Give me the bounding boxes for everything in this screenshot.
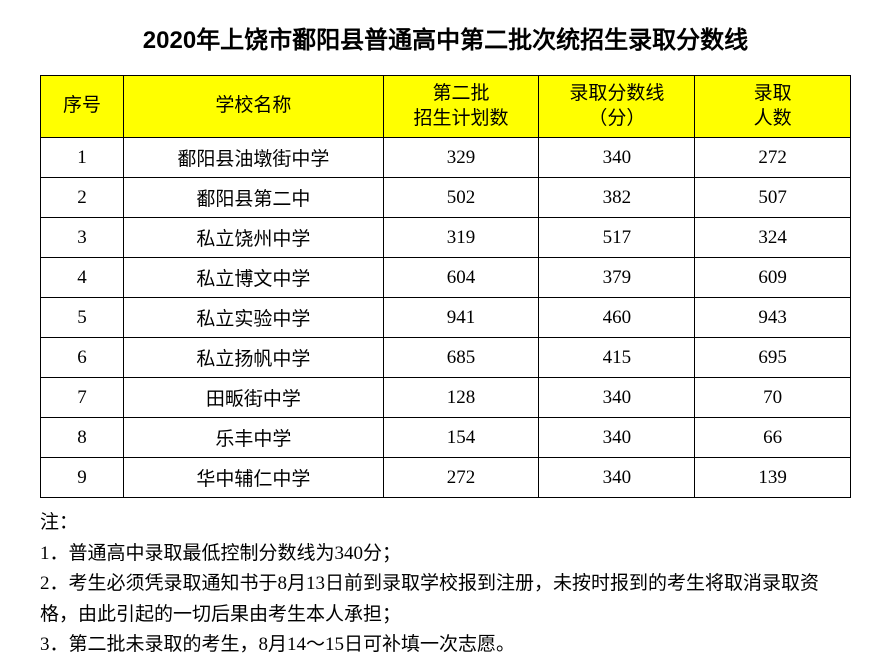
header-seq: 序号 bbox=[41, 76, 124, 138]
page-title: 2020年上饶市鄱阳县普通高中第二批次统招生录取分数线 bbox=[40, 20, 851, 55]
cell-count: 66 bbox=[695, 418, 851, 458]
notes-header: 注： bbox=[40, 508, 851, 538]
cell-count: 695 bbox=[695, 338, 851, 378]
table-row: 2鄱阳县第二中502382507 bbox=[41, 178, 851, 218]
header-score: 录取分数线（分） bbox=[539, 76, 695, 138]
notes-section: 注： 1．普通高中录取最低控制分数线为340分；2．考生必须凭录取通知书于8月1… bbox=[40, 508, 851, 660]
cell-count: 139 bbox=[695, 458, 851, 498]
table-row: 3私立饶州中学319517324 bbox=[41, 218, 851, 258]
cell-plan: 272 bbox=[383, 458, 539, 498]
cell-seq: 9 bbox=[41, 458, 124, 498]
cell-name: 私立扬帆中学 bbox=[124, 338, 384, 378]
cell-count: 609 bbox=[695, 258, 851, 298]
cell-plan: 604 bbox=[383, 258, 539, 298]
admission-table: 序号 学校名称 第二批招生计划数 录取分数线（分） 录取人数 1鄱阳县油墩街中学… bbox=[40, 75, 851, 498]
cell-name: 私立饶州中学 bbox=[124, 218, 384, 258]
header-plan: 第二批招生计划数 bbox=[383, 76, 539, 138]
cell-plan: 319 bbox=[383, 218, 539, 258]
cell-plan: 128 bbox=[383, 378, 539, 418]
cell-count: 272 bbox=[695, 138, 851, 178]
table-row: 9华中辅仁中学272340139 bbox=[41, 458, 851, 498]
note-line: 2．考生必须凭录取通知书于8月13日前到录取学校报到注册，未按时报到的考生将取消… bbox=[40, 569, 851, 630]
cell-name: 私立实验中学 bbox=[124, 298, 384, 338]
cell-score: 415 bbox=[539, 338, 695, 378]
cell-seq: 8 bbox=[41, 418, 124, 458]
cell-name: 乐丰中学 bbox=[124, 418, 384, 458]
cell-count: 70 bbox=[695, 378, 851, 418]
cell-plan: 685 bbox=[383, 338, 539, 378]
table-row: 4私立博文中学604379609 bbox=[41, 258, 851, 298]
cell-plan: 329 bbox=[383, 138, 539, 178]
cell-name: 鄱阳县第二中 bbox=[124, 178, 384, 218]
cell-seq: 3 bbox=[41, 218, 124, 258]
cell-score: 340 bbox=[539, 418, 695, 458]
cell-name: 田畈街中学 bbox=[124, 378, 384, 418]
cell-score: 382 bbox=[539, 178, 695, 218]
cell-score: 340 bbox=[539, 458, 695, 498]
cell-seq: 4 bbox=[41, 258, 124, 298]
header-name: 学校名称 bbox=[124, 76, 384, 138]
notes-lines: 1．普通高中录取最低控制分数线为340分；2．考生必须凭录取通知书于8月13日前… bbox=[40, 539, 851, 661]
cell-plan: 502 bbox=[383, 178, 539, 218]
cell-seq: 5 bbox=[41, 298, 124, 338]
note-line: 3．第二批未录取的考生，8月14～15日可补填一次志愿。 bbox=[40, 630, 851, 660]
cell-name: 鄱阳县油墩街中学 bbox=[124, 138, 384, 178]
cell-count: 324 bbox=[695, 218, 851, 258]
note-line: 1．普通高中录取最低控制分数线为340分； bbox=[40, 539, 851, 569]
cell-name: 私立博文中学 bbox=[124, 258, 384, 298]
cell-score: 340 bbox=[539, 138, 695, 178]
cell-score: 517 bbox=[539, 218, 695, 258]
cell-score: 460 bbox=[539, 298, 695, 338]
table-header-row: 序号 学校名称 第二批招生计划数 录取分数线（分） 录取人数 bbox=[41, 76, 851, 138]
cell-seq: 1 bbox=[41, 138, 124, 178]
header-count: 录取人数 bbox=[695, 76, 851, 138]
cell-score: 379 bbox=[539, 258, 695, 298]
table-row: 7田畈街中学12834070 bbox=[41, 378, 851, 418]
cell-seq: 2 bbox=[41, 178, 124, 218]
cell-seq: 6 bbox=[41, 338, 124, 378]
table-row: 8乐丰中学15434066 bbox=[41, 418, 851, 458]
table-row: 5私立实验中学941460943 bbox=[41, 298, 851, 338]
cell-plan: 154 bbox=[383, 418, 539, 458]
table-body: 1鄱阳县油墩街中学3293402722鄱阳县第二中5023825073私立饶州中… bbox=[41, 138, 851, 498]
table-row: 6私立扬帆中学685415695 bbox=[41, 338, 851, 378]
cell-plan: 941 bbox=[383, 298, 539, 338]
cell-count: 943 bbox=[695, 298, 851, 338]
cell-score: 340 bbox=[539, 378, 695, 418]
cell-count: 507 bbox=[695, 178, 851, 218]
cell-name: 华中辅仁中学 bbox=[124, 458, 384, 498]
cell-seq: 7 bbox=[41, 378, 124, 418]
table-row: 1鄱阳县油墩街中学329340272 bbox=[41, 138, 851, 178]
